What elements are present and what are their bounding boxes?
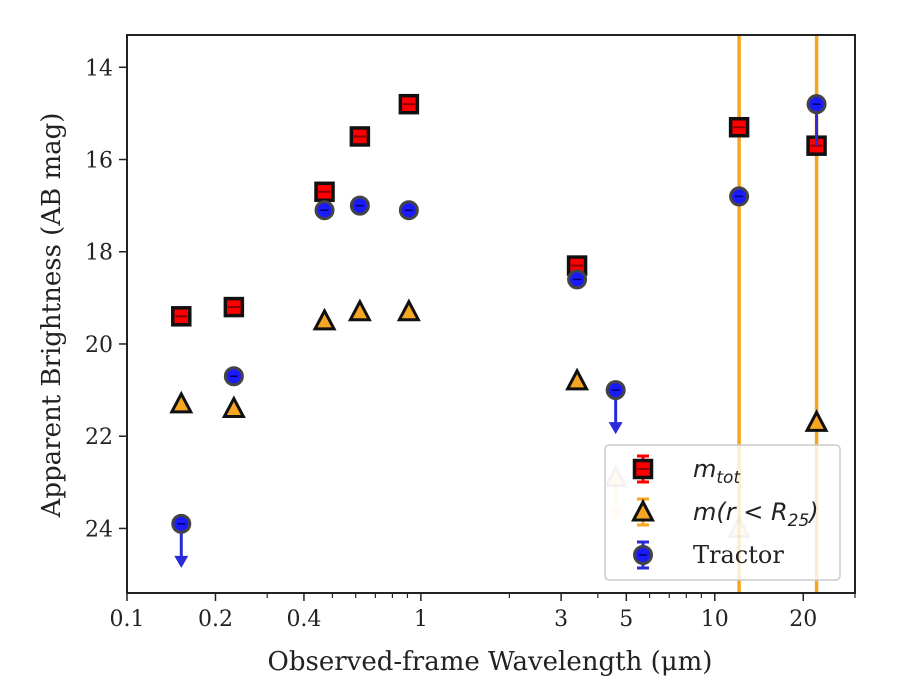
legend-entry-tractor: Tractor (633, 540, 784, 570)
mtot-point-0 (171, 306, 192, 327)
mtot-point-4 (398, 93, 420, 115)
x-tick-label-3: 1 (414, 607, 428, 632)
legend-label-mtot: mtot (693, 455, 741, 488)
mtot-point-1 (223, 296, 245, 318)
x-tick-label-5: 5 (619, 607, 633, 632)
legend-entry-mtot: mtot (632, 454, 741, 488)
x-tick-label-1: 0.2 (198, 607, 233, 632)
mr25-point-3 (347, 298, 372, 322)
mr25-point-0 (169, 390, 194, 414)
legend-label-main-mtot: m (693, 455, 716, 483)
x-tick-label-7: 20 (789, 607, 817, 632)
y-tick-label-4: 22 (85, 425, 113, 450)
legend-label-sub-mtot: tot (716, 468, 741, 488)
legend-label-tail-mr25: ) (807, 498, 818, 526)
tractor-point-8 (806, 94, 827, 115)
y-tick-label-2: 18 (85, 241, 113, 266)
legend-marker-mr25 (631, 498, 655, 522)
legend-label-mr25: m(r < R25) (693, 498, 819, 531)
tractor-point-0 (171, 513, 192, 534)
y-tick-label-0: 14 (85, 56, 113, 81)
x-tick-label-4: 3 (554, 607, 568, 632)
tractor-point-5 (567, 269, 588, 290)
legend: mtot m(r < R25) Tractor (604, 444, 841, 581)
mr25-point-4 (396, 298, 421, 322)
x-tick-label-0: 0.1 (110, 607, 145, 632)
y-tick-label-5: 24 (85, 517, 113, 542)
tractor-point-4 (398, 200, 419, 221)
x-axis-label: Observed-frame Wavelength (μm) (268, 647, 713, 677)
axes: 0.1 0.2 0.4 1 3 5 10 20 14 16 18 20 22 24 (85, 34, 856, 632)
y-tick-label-3: 20 (85, 333, 113, 358)
legend-marker-tractor (633, 545, 653, 565)
mr25-point-5 (565, 367, 590, 391)
mr25-point-2 (312, 307, 337, 331)
mtot-point-6 (728, 116, 750, 138)
mr25-point-1 (221, 395, 246, 419)
tractor-point-7 (729, 186, 750, 207)
mtot-point-3 (349, 126, 371, 147)
tractor-upper-limit-arrow-6-head (608, 422, 623, 435)
legend-label-tractor: Tractor (693, 541, 784, 569)
y-tick-label-1: 16 (85, 149, 113, 174)
x-tick-label-6: 10 (701, 607, 729, 632)
legend-entry-mr25: m(r < R25) (631, 497, 819, 531)
tractor-point-1 (223, 366, 244, 387)
y-axis-label: Apparent Brightness (AB mag) (37, 113, 67, 519)
legend-marker-mtot (632, 458, 654, 480)
tractor-point-3 (349, 195, 370, 216)
tractor-point-6 (605, 380, 626, 401)
mr25-point-8 (804, 409, 829, 432)
tractor-point-2 (314, 200, 335, 221)
legend-label-main-mr25: m(r < R (693, 498, 788, 526)
legend-box (604, 444, 841, 581)
plot-frame (126, 34, 856, 594)
legend-label-sub-mr25: 25 (788, 511, 810, 531)
x-tick-label-2: 0.4 (286, 607, 321, 632)
tractor-upper-limit-arrow-0-head (174, 555, 189, 568)
mtot-point-2 (314, 181, 335, 203)
